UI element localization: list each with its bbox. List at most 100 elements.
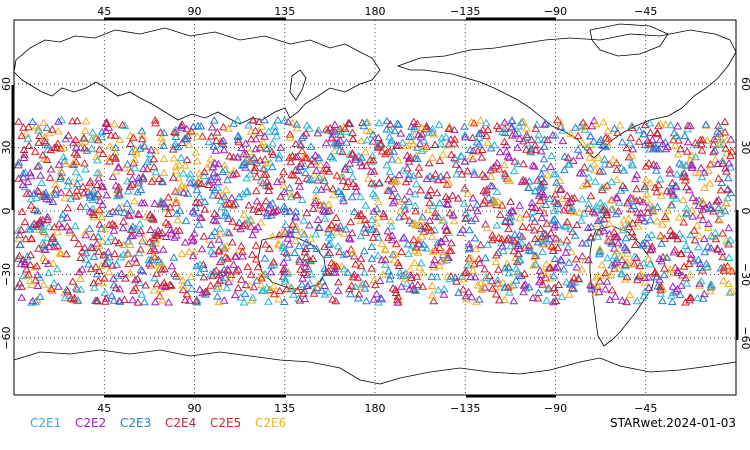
observation-marker: [278, 227, 288, 236]
observation-marker: [46, 165, 56, 173]
observation-marker: [261, 240, 271, 248]
observation-marker: [617, 163, 626, 171]
observation-marker: [343, 177, 353, 185]
observation-marker: [390, 177, 400, 185]
observation-marker: [341, 182, 351, 190]
observation-marker: [545, 194, 555, 202]
observation-marker: [153, 255, 163, 264]
observation-marker: [556, 122, 566, 130]
observation-marker: [461, 214, 470, 222]
observation-marker: [290, 248, 300, 256]
observation-marker: [93, 168, 102, 177]
observation-marker: [42, 123, 52, 131]
observation-marker: [255, 156, 265, 164]
observation-marker: [98, 182, 108, 191]
observation-marker: [81, 202, 91, 210]
observation-marker: [411, 286, 421, 294]
observation-marker: [325, 239, 335, 248]
observation-marker: [164, 298, 173, 306]
observation-marker: [695, 281, 704, 289]
observation-marker: [139, 141, 149, 149]
observation-marker: [149, 154, 159, 163]
observation-marker: [43, 140, 52, 149]
observation-marker: [390, 196, 399, 205]
observation-marker: [53, 227, 62, 236]
observation-marker: [197, 244, 207, 253]
observation-marker: [218, 139, 228, 147]
observation-marker: [150, 273, 159, 282]
observation-marker: [547, 151, 556, 160]
left-lat-label: 0: [0, 208, 13, 215]
observation-marker: [109, 296, 119, 304]
observation-marker: [52, 264, 62, 273]
observation-marker: [338, 147, 347, 156]
observation-marker: [138, 172, 148, 181]
coastline-south-america: [589, 225, 657, 347]
observation-marker: [706, 286, 715, 295]
observation-marker: [171, 195, 181, 204]
observation-marker: [723, 238, 733, 246]
observation-marker: [230, 290, 240, 299]
observation-marker: [460, 184, 470, 192]
observation-marker: [423, 205, 433, 214]
observation-marker: [249, 153, 259, 162]
observation-marker: [306, 256, 315, 265]
observation-marker: [104, 123, 114, 131]
observation-marker: [33, 206, 43, 215]
observation-marker: [654, 145, 663, 153]
observation-marker: [465, 225, 474, 234]
observation-marker: [404, 154, 414, 162]
observation-marker: [85, 224, 94, 232]
observation-marker: [600, 159, 609, 168]
observation-marker: [63, 287, 72, 295]
observation-marker: [118, 223, 128, 232]
observation-marker: [595, 246, 605, 255]
observation-marker: [606, 270, 616, 279]
observation-marker: [524, 246, 534, 254]
observation-marker: [408, 139, 418, 148]
right-lat-label: 60: [739, 77, 750, 91]
observation-marker: [246, 127, 256, 135]
observation-marker: [55, 174, 65, 183]
observation-marker: [200, 167, 209, 176]
observation-marker: [207, 247, 216, 255]
observation-marker: [159, 168, 169, 176]
observation-marker: [495, 165, 504, 173]
observation-marker: [85, 190, 95, 199]
observation-marker: [551, 288, 560, 296]
observation-marker: [417, 123, 427, 131]
observation-marker: [467, 117, 476, 126]
coastline-australia: [257, 235, 327, 291]
observation-marker: [473, 146, 483, 155]
observation-marker: [628, 219, 638, 227]
observation-marker: [268, 199, 277, 207]
observation-marker: [178, 285, 188, 294]
observation-marker: [393, 298, 403, 306]
observation-marker: [422, 244, 432, 252]
observation-marker: [714, 203, 723, 212]
observation-marker: [466, 152, 476, 160]
observation-marker: [157, 228, 167, 236]
observation-marker: [80, 144, 89, 152]
observation-marker: [677, 160, 687, 168]
observation-marker: [630, 174, 640, 183]
observation-marker: [602, 138, 612, 146]
observation-marker: [158, 245, 168, 253]
observation-marker: [210, 209, 219, 217]
observation-marker: [170, 233, 179, 241]
observation-marker: [94, 276, 103, 285]
observation-marker: [70, 221, 80, 230]
observation-marker: [209, 215, 218, 224]
observation-marker: [470, 272, 480, 281]
observation-marker: [238, 252, 247, 260]
observation-marker: [394, 261, 404, 269]
observation-marker: [511, 276, 521, 284]
observation-marker: [477, 145, 487, 153]
observation-marker: [301, 238, 311, 246]
observation-marker: [262, 208, 272, 217]
bottom-lon-label: −90: [544, 402, 567, 415]
observation-marker: [248, 230, 258, 239]
observation-marker: [256, 176, 266, 184]
observation-marker: [170, 269, 179, 277]
observation-marker: [460, 122, 469, 130]
